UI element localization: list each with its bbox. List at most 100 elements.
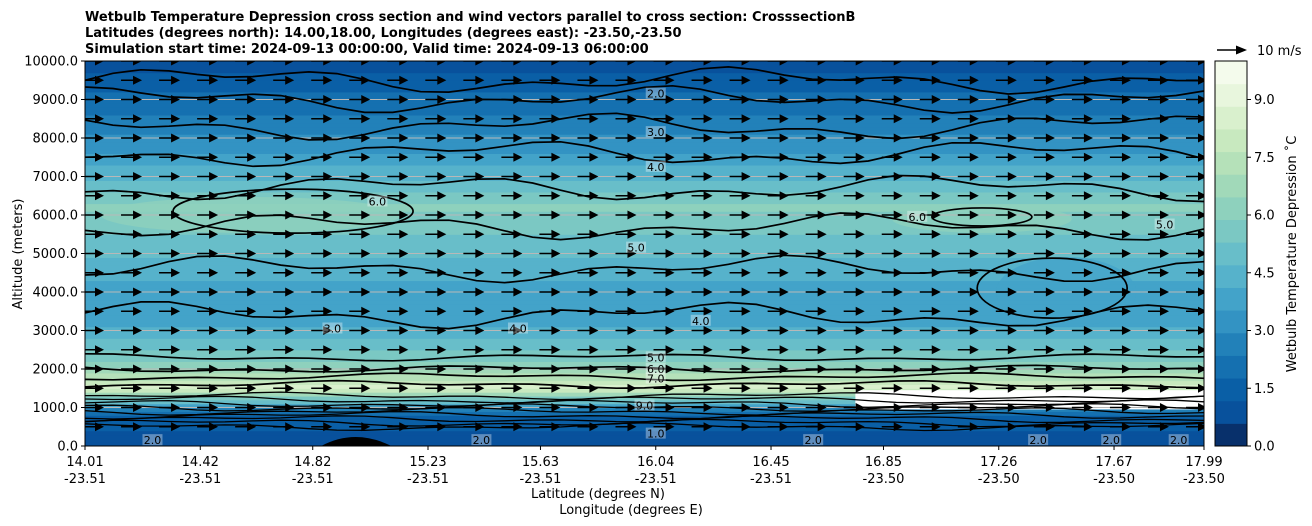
wind-vector-head [627, 383, 637, 393]
colorbar-band [1215, 174, 1247, 198]
wind-vector-head [741, 61, 751, 66]
wind-vector-head [1045, 403, 1055, 412]
field-band [85, 207, 1204, 212]
wind-vector-head [1159, 152, 1169, 162]
wind-vector-head [171, 75, 181, 85]
field-band [85, 357, 1204, 362]
wind-vector-head [475, 133, 485, 143]
field-band [85, 68, 1204, 74]
wind-vector-head [1083, 345, 1093, 355]
wind-vector-head [133, 191, 143, 201]
x-tick-label-lon: -23.50 [978, 472, 1020, 487]
wind-vector-head [323, 422, 333, 432]
wind-vector-head [95, 229, 104, 239]
wind-vector-head [969, 364, 979, 374]
wind-vector-head [855, 422, 865, 432]
wind-vector-head [703, 422, 713, 432]
x-tick-label-lat: 17.99 [1185, 455, 1222, 470]
wind-vector-head [475, 172, 485, 181]
wind-vector-head [437, 268, 447, 278]
wind-vector-head [437, 345, 447, 355]
y-tick-label: 1000.0 [33, 401, 79, 416]
wind-vector-head [1159, 210, 1169, 220]
wind-vector-head [513, 61, 523, 66]
field-band [85, 126, 1204, 131]
wind-vector-head [437, 383, 447, 393]
wind-vector-head [361, 95, 371, 104]
x-tick-label-lon: -23.51 [407, 472, 449, 487]
wind-vector-head [513, 229, 523, 239]
wind-vector-head [1045, 287, 1055, 297]
colorbar: 0.0 1.5 3.0 4.5 6.0 7.5 9.0 [1214, 60, 1275, 455]
wind-vector-head [475, 422, 485, 432]
wind-vector-head [171, 403, 181, 412]
wind-vector-head [1121, 383, 1131, 393]
wind-vector-head [703, 95, 713, 104]
wind-vector-head [437, 403, 447, 412]
wind-vector-head [551, 268, 561, 278]
wind-vector-head [399, 229, 409, 239]
wind-vector-head [855, 287, 865, 297]
wind-vector-head [1007, 345, 1017, 355]
wind-vector-head [513, 75, 523, 85]
wind-vector-head [931, 172, 941, 181]
wind-vector-head [323, 210, 333, 220]
wind-vector-head [1083, 383, 1093, 393]
wind-vector-head [247, 287, 257, 297]
wind-vector-head [209, 268, 219, 278]
field-band [85, 315, 1204, 320]
wind-vector-head [361, 268, 371, 278]
wind-vector-head [1045, 326, 1055, 335]
wind-vector-head [95, 287, 104, 297]
wind-vector-head [133, 364, 143, 374]
wind-vector-head [893, 268, 903, 278]
wind-vector-head [209, 326, 219, 335]
wind-vector-head [589, 152, 599, 162]
wind-vector-head [171, 172, 181, 181]
wind-vector-head [1159, 306, 1169, 316]
wind-vector-head [741, 152, 751, 162]
wind-vector-head [1007, 306, 1017, 316]
wind-vector-head [1083, 210, 1093, 220]
wind-vector-head [475, 268, 485, 278]
wind-vector-head [969, 383, 979, 393]
wind-vector-head [171, 306, 181, 316]
colorbar-label: Wetbulb Temperature Depression ˚C [1284, 136, 1300, 373]
wind-vector-head [817, 152, 827, 162]
wind-vector-head [589, 172, 599, 181]
field-band [85, 442, 1204, 446]
wind-vector-head [779, 287, 789, 297]
wind-vector-head [589, 191, 599, 201]
wind-vector-head [817, 75, 827, 85]
wind-vector-head [1121, 287, 1131, 297]
colorbar-tick-label: 3.0 [1254, 324, 1275, 339]
wind-vector-head [437, 75, 447, 85]
wind-vector-head [931, 268, 941, 278]
y-axis-label: Altitude (meters) [11, 199, 26, 310]
wind-vector-head [855, 133, 865, 143]
wind-vector-head [133, 210, 143, 220]
wind-vector-head [741, 306, 751, 316]
field-band [85, 103, 1204, 108]
wind-vector-head [1198, 326, 1204, 335]
wind-vector-head [627, 364, 637, 374]
wind-vector-head [399, 345, 409, 355]
colorbar-band [1215, 151, 1247, 175]
x-tick-label-lat: 17.26 [980, 455, 1017, 470]
contour-label: 3.0 [324, 323, 342, 336]
wind-vector-head [855, 172, 865, 181]
wind-vector-head [665, 133, 675, 143]
wind-vector-head [285, 306, 295, 316]
field-band [85, 345, 1204, 351]
field-band [85, 153, 1204, 158]
wind-vector-head [817, 422, 827, 432]
wind-vector-head [665, 383, 675, 393]
wind-vector-head [247, 152, 257, 162]
wind-vector-head [969, 306, 979, 316]
wind-vector-head [855, 61, 865, 66]
wind-vector-head [741, 268, 751, 278]
field-band [85, 330, 1204, 335]
wind-vector-head [817, 383, 827, 393]
wind-vector-head [1198, 403, 1204, 412]
